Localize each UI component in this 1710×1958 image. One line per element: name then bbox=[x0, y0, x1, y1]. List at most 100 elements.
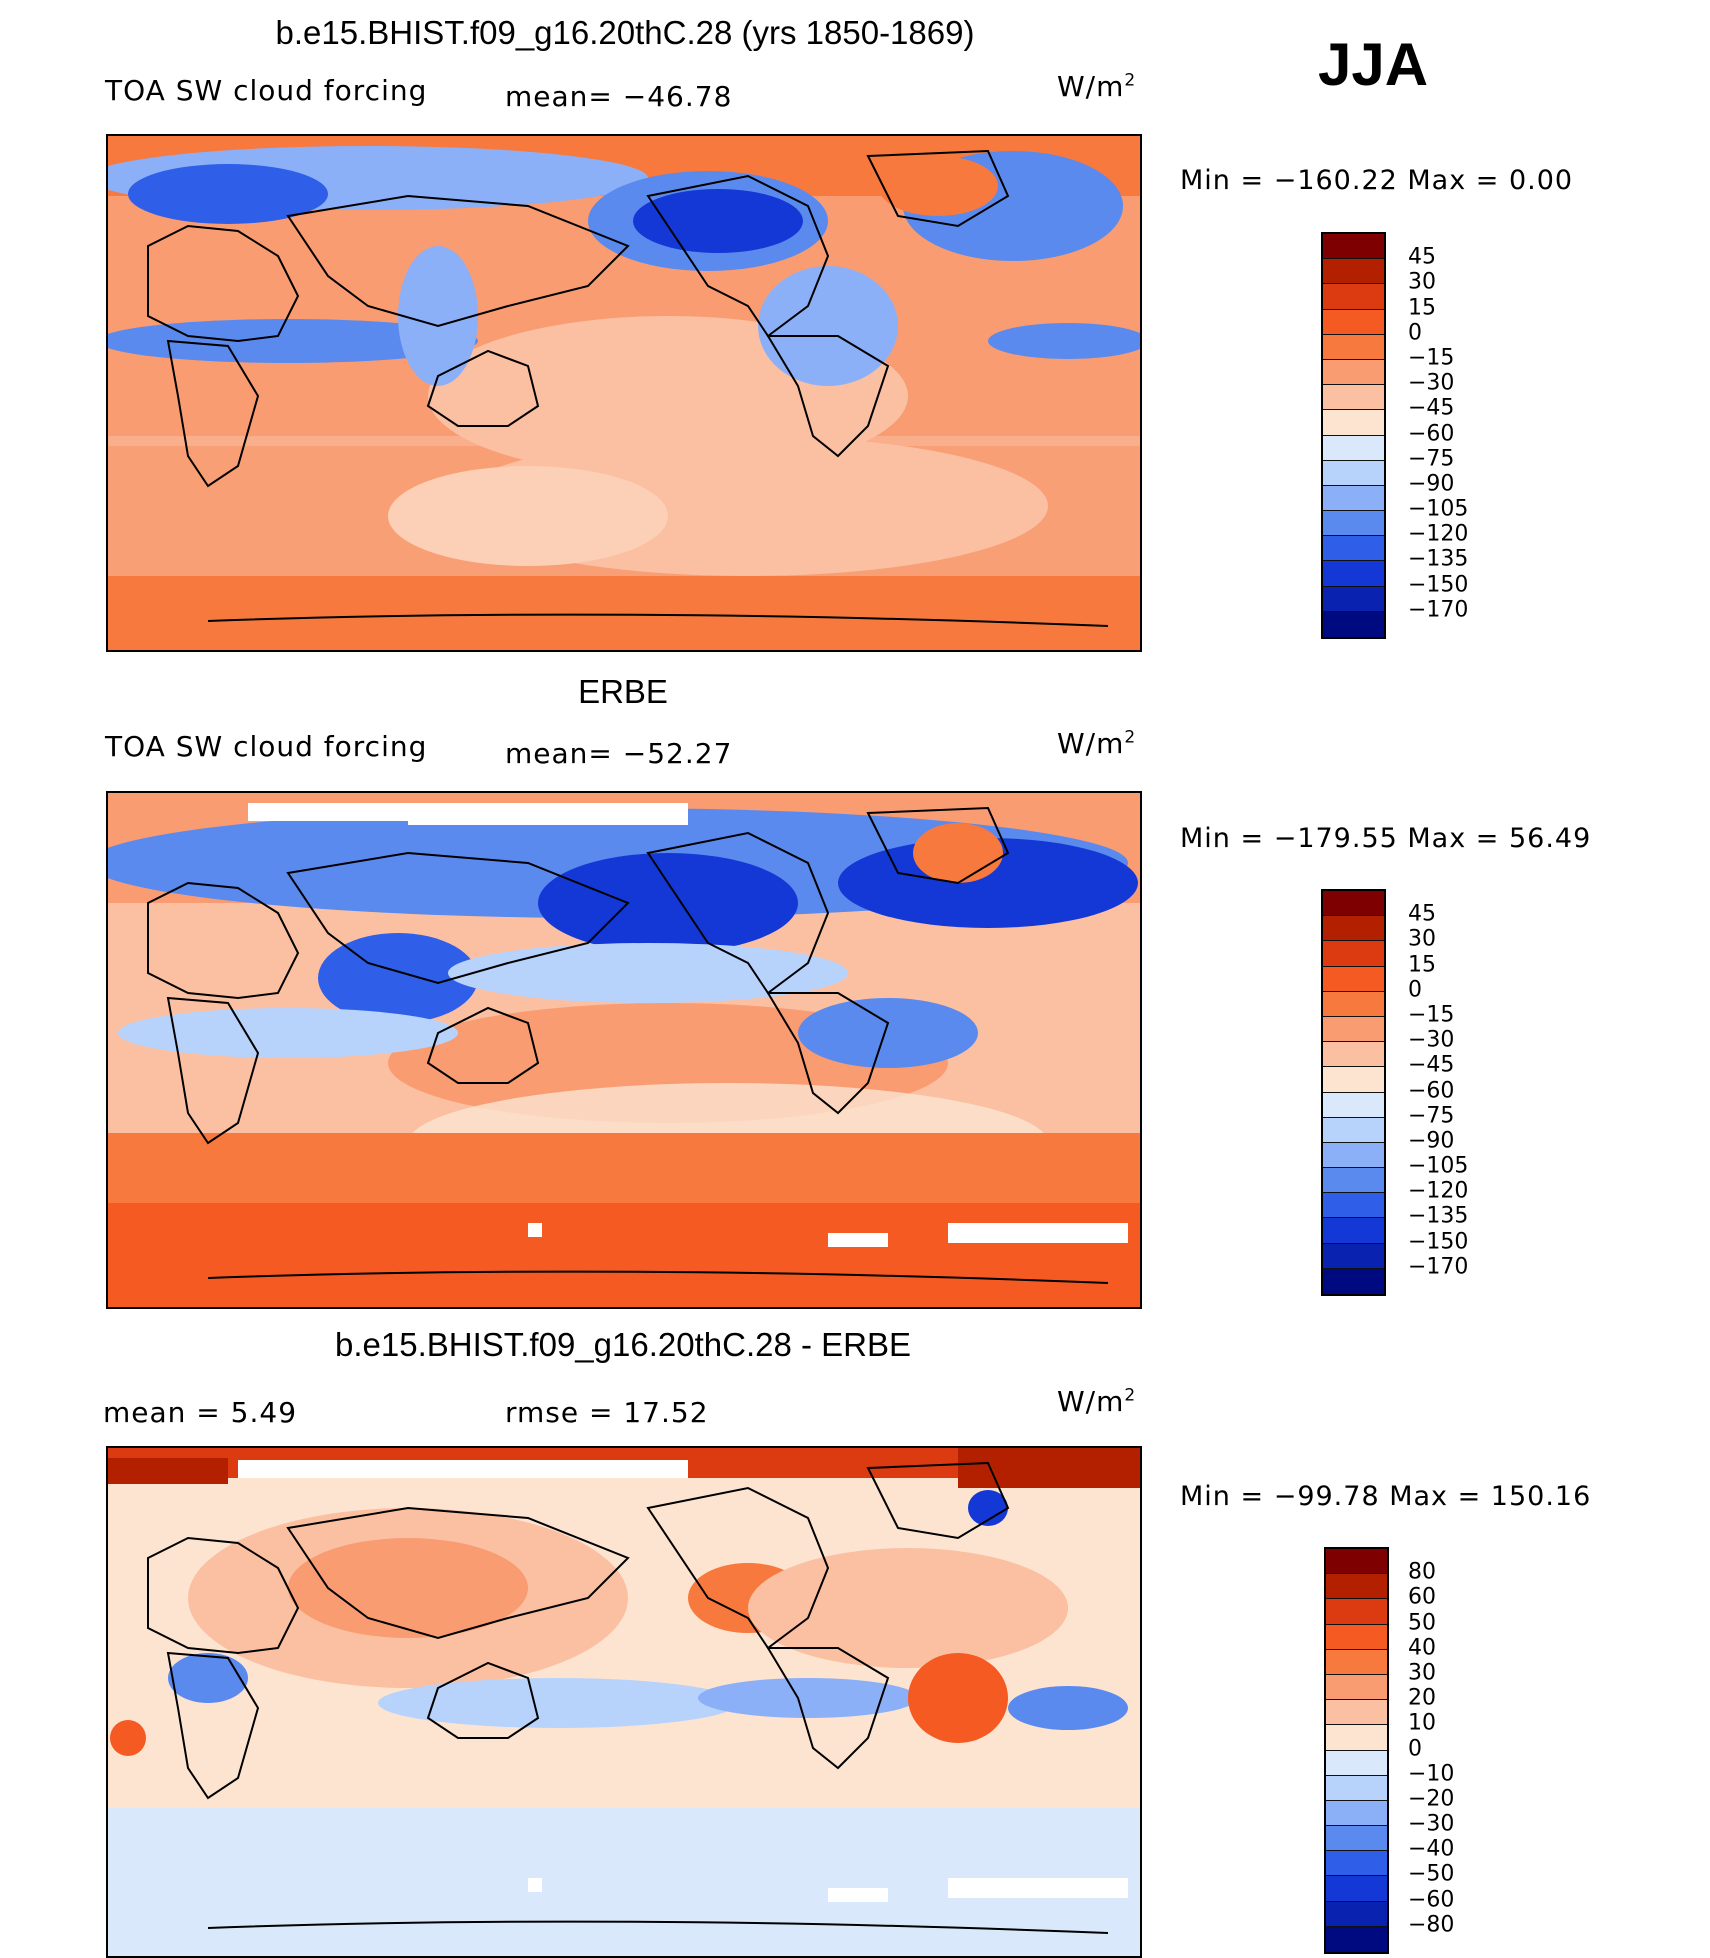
panel-1-unit: W/m2 bbox=[1057, 70, 1137, 103]
panel-3-colorbar-swatch bbox=[1326, 1750, 1387, 1776]
panel-3-colorbar-swatch bbox=[1326, 1674, 1387, 1701]
panel-1-colorbar-swatch bbox=[1323, 334, 1384, 360]
panel-3-colorbar-tick-label: −50 bbox=[1408, 1861, 1455, 1887]
panel-1-colorbar-tick-label: −120 bbox=[1408, 521, 1469, 547]
panel-1-colorbar-swatch bbox=[1323, 611, 1384, 637]
panel-1-colorbar-swatch bbox=[1323, 536, 1384, 562]
panel-1-colorbar-tick-label: 0 bbox=[1408, 320, 1422, 346]
panel-3-colorbar-tick-label: 10 bbox=[1408, 1710, 1436, 1736]
panel-2-colorbar-tick-label: −75 bbox=[1408, 1103, 1455, 1129]
panel-3-colorbar-swatch bbox=[1326, 1649, 1387, 1675]
panel-3-colorbar-tick-label: 20 bbox=[1408, 1685, 1436, 1711]
panel-2-mean-label: mean= −52.27 bbox=[505, 737, 733, 770]
panel-2-colorbar-swatch bbox=[1323, 1168, 1384, 1194]
panel-2-colorbar-swatch bbox=[1323, 1268, 1384, 1294]
panel-2-colorbar-swatch bbox=[1323, 1067, 1384, 1093]
panel-1-field-label: TOA SW cloud forcing bbox=[105, 74, 428, 107]
panel-1-colorbar-swatch bbox=[1323, 561, 1384, 587]
panel-2-colorbar-tick-label: 0 bbox=[1408, 977, 1422, 1003]
panel-3-colorbar-swatch bbox=[1326, 1800, 1387, 1827]
panel-1-minmax: Min = −160.22 Max = 0.00 bbox=[1180, 165, 1574, 196]
panel-3-map-svg bbox=[108, 1448, 1140, 1956]
panel-1-map bbox=[106, 134, 1142, 652]
panel-2-colorbar-swatch bbox=[1323, 916, 1384, 942]
panel-3-colorbar-labels: 80 60 50 40 30 20 10 0 −10 −20 −30 −40 −50 −60 −80 bbox=[1408, 1547, 1528, 1954]
panel-3-rmse-label: rmse = 17.52 bbox=[505, 1396, 709, 1429]
season-label: JJA bbox=[1318, 31, 1429, 98]
panel-1-colorbar-swatch bbox=[1323, 259, 1384, 285]
panel-1-colorbar-tick-label: −45 bbox=[1408, 395, 1455, 421]
panel-1-colorbar-tick-label: −135 bbox=[1408, 546, 1469, 572]
panel-2-map bbox=[106, 791, 1142, 1309]
panel-1-colorbar-swatch bbox=[1323, 410, 1384, 436]
panel-3-colorbar-swatch bbox=[1326, 1549, 1387, 1575]
panel-1-colorbar-swatch bbox=[1323, 586, 1384, 612]
panel-1-colorbar-swatch bbox=[1323, 460, 1384, 486]
panel-2-unit: W/m2 bbox=[1057, 727, 1137, 760]
panel-3-colorbar-swatch bbox=[1326, 1926, 1387, 1952]
panel-3-colorbar-swatch bbox=[1326, 1901, 1387, 1927]
panel-3-colorbar-swatch bbox=[1326, 1574, 1387, 1600]
panel-1-colorbar-tick-label: −30 bbox=[1408, 370, 1455, 396]
panel-2-colorbar-tick-label: −90 bbox=[1408, 1128, 1455, 1154]
panel-3-colorbar-tick-label: 30 bbox=[1408, 1660, 1436, 1686]
panel-3-colorbar-tick-label: 0 bbox=[1408, 1736, 1422, 1761]
panel-3-colorbar-swatch bbox=[1326, 1851, 1387, 1877]
panel-2-colorbar-tick-label: −60 bbox=[1408, 1078, 1455, 1103]
panel-3-colorbar-swatch bbox=[1326, 1725, 1387, 1751]
panel-2-colorbar-tick-label: −45 bbox=[1408, 1052, 1455, 1078]
panel-1-colorbar bbox=[1321, 232, 1386, 639]
panel-2-colorbar-swatch bbox=[1323, 1016, 1384, 1043]
panel-1-colorbar-swatch bbox=[1323, 284, 1384, 310]
panel-2-map-svg bbox=[108, 793, 1140, 1307]
panel-2-colorbar-swatch bbox=[1323, 941, 1384, 967]
panel-2-colorbar-tick-label: −120 bbox=[1408, 1178, 1469, 1204]
panel-1-colorbar-tick-label: −90 bbox=[1408, 471, 1455, 497]
panel-1-colorbar-swatch bbox=[1323, 309, 1384, 335]
panel-2-title: ERBE bbox=[578, 673, 668, 710]
panel-1-colorbar-swatch bbox=[1323, 511, 1384, 537]
panel-3-colorbar-tick-label: 60 bbox=[1408, 1584, 1436, 1610]
panel-1-colorbar-tick-label: −60 bbox=[1408, 421, 1455, 446]
panel-3-colorbar-swatch bbox=[1326, 1599, 1387, 1625]
panel-1-colorbar-swatch bbox=[1323, 359, 1384, 386]
panel-1-colorbar-swatch bbox=[1323, 385, 1384, 411]
panel-2-colorbar-tick-label: −15 bbox=[1408, 1002, 1455, 1028]
panel-1-colorbar-tick-label: −105 bbox=[1408, 496, 1469, 522]
panel-1-colorbar-tick-label: 45 bbox=[1408, 244, 1436, 270]
panel-1-colorbar-labels: 45 30 15 0 −15 −30 −45 −60 −75 −90 −105 −120 −135 −15… bbox=[1408, 232, 1528, 639]
panel-2-colorbar-tick-label: −135 bbox=[1408, 1203, 1469, 1229]
panel-2-colorbar bbox=[1321, 889, 1386, 1296]
panel-2-minmax: Min = −179.55 Max = 56.49 bbox=[1180, 823, 1592, 854]
panel-1-colorbar-tick-label: −150 bbox=[1408, 572, 1469, 598]
panel-3-minmax: Min = −99.78 Max = 150.16 bbox=[1180, 1481, 1592, 1512]
panel-2-colorbar-tick-label: 30 bbox=[1408, 926, 1436, 952]
panel-2-colorbar-labels: 45 30 15 0 −15 −30 −45 −60 −75 −90 −105 −120 −135 −15… bbox=[1408, 889, 1528, 1296]
panel-3-colorbar-tick-label: −80 bbox=[1408, 1912, 1455, 1938]
panel-2-colorbar-swatch bbox=[1323, 1193, 1384, 1219]
panel-2-colorbar-tick-label: 45 bbox=[1408, 901, 1436, 927]
panel-1-colorbar-swatch bbox=[1323, 234, 1384, 260]
panel-3-map bbox=[106, 1446, 1142, 1958]
panel-3-colorbar-swatch bbox=[1326, 1775, 1387, 1801]
panel-2-colorbar-swatch bbox=[1323, 991, 1384, 1017]
panel-2-colorbar-swatch bbox=[1323, 891, 1384, 917]
panel-2-colorbar-swatch bbox=[1323, 1042, 1384, 1068]
panel-3-colorbar-swatch bbox=[1326, 1624, 1387, 1650]
panel-3-colorbar-tick-label: 50 bbox=[1408, 1610, 1436, 1636]
panel-2-colorbar-swatch bbox=[1323, 1092, 1384, 1118]
panel-3-colorbar-tick-label: −10 bbox=[1408, 1761, 1455, 1787]
panel-2-colorbar-tick-label: −30 bbox=[1408, 1027, 1455, 1053]
panel-1-colorbar-tick-label: 15 bbox=[1408, 295, 1436, 321]
panel-2-colorbar-swatch bbox=[1323, 1117, 1384, 1143]
panel-1-colorbar-tick-label: 30 bbox=[1408, 269, 1436, 295]
panel-3-colorbar-tick-label: 80 bbox=[1408, 1559, 1436, 1585]
panel-1-colorbar-swatch bbox=[1323, 485, 1384, 512]
panel-3-mean-label: mean = 5.49 bbox=[103, 1396, 298, 1429]
panel-2-colorbar-swatch bbox=[1323, 1243, 1384, 1269]
panel-3-colorbar bbox=[1324, 1547, 1389, 1954]
panel-3-colorbar-tick-label: −60 bbox=[1408, 1887, 1455, 1913]
panel-1-colorbar-tick-label: −170 bbox=[1408, 597, 1469, 623]
panel-2-colorbar-tick-label: −150 bbox=[1408, 1229, 1469, 1255]
panel-3-colorbar-tick-label: −20 bbox=[1408, 1786, 1455, 1812]
